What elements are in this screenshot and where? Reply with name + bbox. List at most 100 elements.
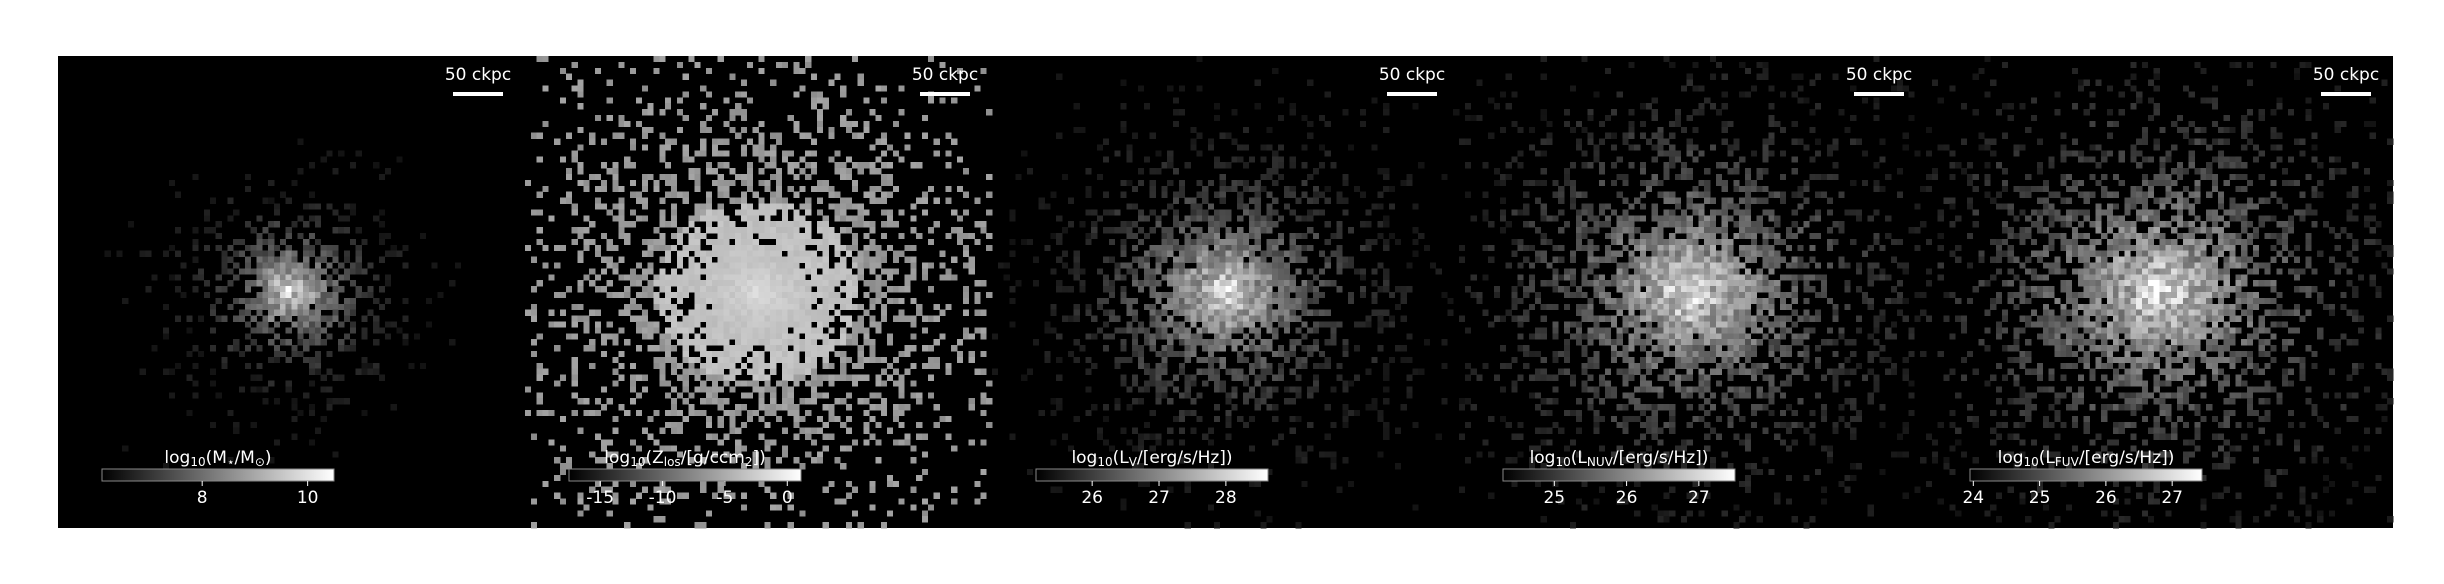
image-pixel <box>309 339 316 346</box>
image-pixel <box>262 398 269 405</box>
colorbar-label: log10(Zlos/[g/ccm2]) <box>604 448 765 469</box>
image-pixel <box>589 238 596 246</box>
image-pixel <box>1295 292 1302 299</box>
image-pixel <box>676 61 683 69</box>
image-pixel <box>1143 303 1150 310</box>
image-pixel <box>1260 185 1267 192</box>
image-pixel <box>268 286 275 293</box>
image-pixel <box>659 303 666 310</box>
image-pixel <box>682 91 689 98</box>
image-pixel <box>1237 303 1244 310</box>
image-pixel <box>1132 132 1139 139</box>
image-pixel <box>402 297 409 305</box>
image-pixel <box>1639 410 1647 417</box>
image-pixel <box>799 327 806 334</box>
image-pixel <box>379 286 386 293</box>
image-pixel <box>560 197 567 204</box>
image-pixel <box>921 469 929 476</box>
image-pixel <box>694 368 701 375</box>
image-pixel <box>635 197 643 204</box>
image-pixel <box>314 292 321 299</box>
image-pixel <box>606 209 613 216</box>
image-pixel <box>881 522 888 529</box>
image-pixel <box>1476 115 1483 122</box>
image-pixel <box>776 309 783 316</box>
image-pixel <box>1313 292 1320 299</box>
image-pixel <box>1698 191 1705 198</box>
image-pixel <box>1575 339 1582 346</box>
image-pixel <box>1231 321 1238 328</box>
image-pixel <box>1523 351 1530 358</box>
image-pixel <box>1534 256 1542 263</box>
image-pixel <box>898 392 905 399</box>
image-pixel <box>1634 303 1641 310</box>
image-pixel <box>705 392 713 399</box>
image-pixel <box>986 233 993 240</box>
image-pixel <box>1254 185 1261 192</box>
image-pixel <box>1213 327 1220 334</box>
image-pixel <box>256 386 263 393</box>
image-pixel <box>1692 126 1699 133</box>
image-pixel <box>262 297 269 305</box>
image-pixel <box>1167 233 1174 240</box>
image-pixel <box>1529 179 1536 187</box>
image-pixel <box>1207 179 1215 187</box>
image-pixel <box>1534 179 1542 187</box>
image-pixel <box>1260 362 1267 369</box>
image-pixel <box>986 421 993 428</box>
image-pixel <box>1278 292 1285 299</box>
image-pixel <box>1616 368 1623 375</box>
image-pixel <box>682 315 689 322</box>
image-pixel <box>647 126 654 133</box>
image-pixel <box>641 132 648 139</box>
image-pixel <box>822 274 829 281</box>
image-pixel <box>682 398 689 405</box>
image-pixel <box>740 351 748 358</box>
image-pixel <box>729 286 736 293</box>
image-pixel <box>1295 362 1302 369</box>
image-pixel <box>793 321 800 328</box>
image-pixel <box>933 303 940 310</box>
image-pixel <box>1663 303 1670 310</box>
image-pixel <box>1172 256 1180 263</box>
image-pixel <box>1108 286 1115 293</box>
image-pixel <box>1254 480 1261 487</box>
image-pixel <box>711 492 718 499</box>
image-pixel <box>711 309 718 316</box>
image-pixel <box>1359 120 1366 128</box>
image-pixel <box>688 392 695 399</box>
image-pixel <box>799 238 806 246</box>
image-pixel <box>600 486 608 493</box>
image-pixel <box>881 150 888 157</box>
image-pixel <box>1266 392 1273 399</box>
image-pixel <box>1657 339 1664 346</box>
image-pixel <box>1254 286 1261 293</box>
image-pixel <box>1254 179 1261 187</box>
image-pixel <box>285 339 292 346</box>
image-pixel <box>1213 238 1220 246</box>
image-pixel <box>1540 250 1547 257</box>
image-pixel <box>740 315 748 322</box>
image-pixel <box>1587 309 1594 316</box>
image-pixel <box>1400 179 1407 187</box>
image-pixel <box>1067 315 1075 322</box>
image-pixel <box>1155 168 1162 175</box>
image-pixel <box>1546 215 1553 222</box>
image-pixel <box>892 150 899 157</box>
image-pixel <box>1143 280 1150 287</box>
image-pixel <box>1102 209 1110 216</box>
image-pixel <box>787 256 794 263</box>
image-pixel <box>711 392 718 399</box>
image-pixel <box>1634 215 1641 222</box>
image-pixel <box>1137 463 1145 470</box>
image-pixel <box>1067 286 1075 293</box>
image-pixel <box>373 362 380 369</box>
image-pixel <box>787 492 794 499</box>
image-pixel <box>349 268 357 275</box>
image-pixel <box>1639 303 1647 310</box>
image-pixel <box>1272 309 1279 316</box>
image-pixel <box>635 410 643 417</box>
image-pixel <box>583 215 590 222</box>
image-pixel <box>682 144 689 151</box>
image-pixel <box>1102 415 1110 423</box>
